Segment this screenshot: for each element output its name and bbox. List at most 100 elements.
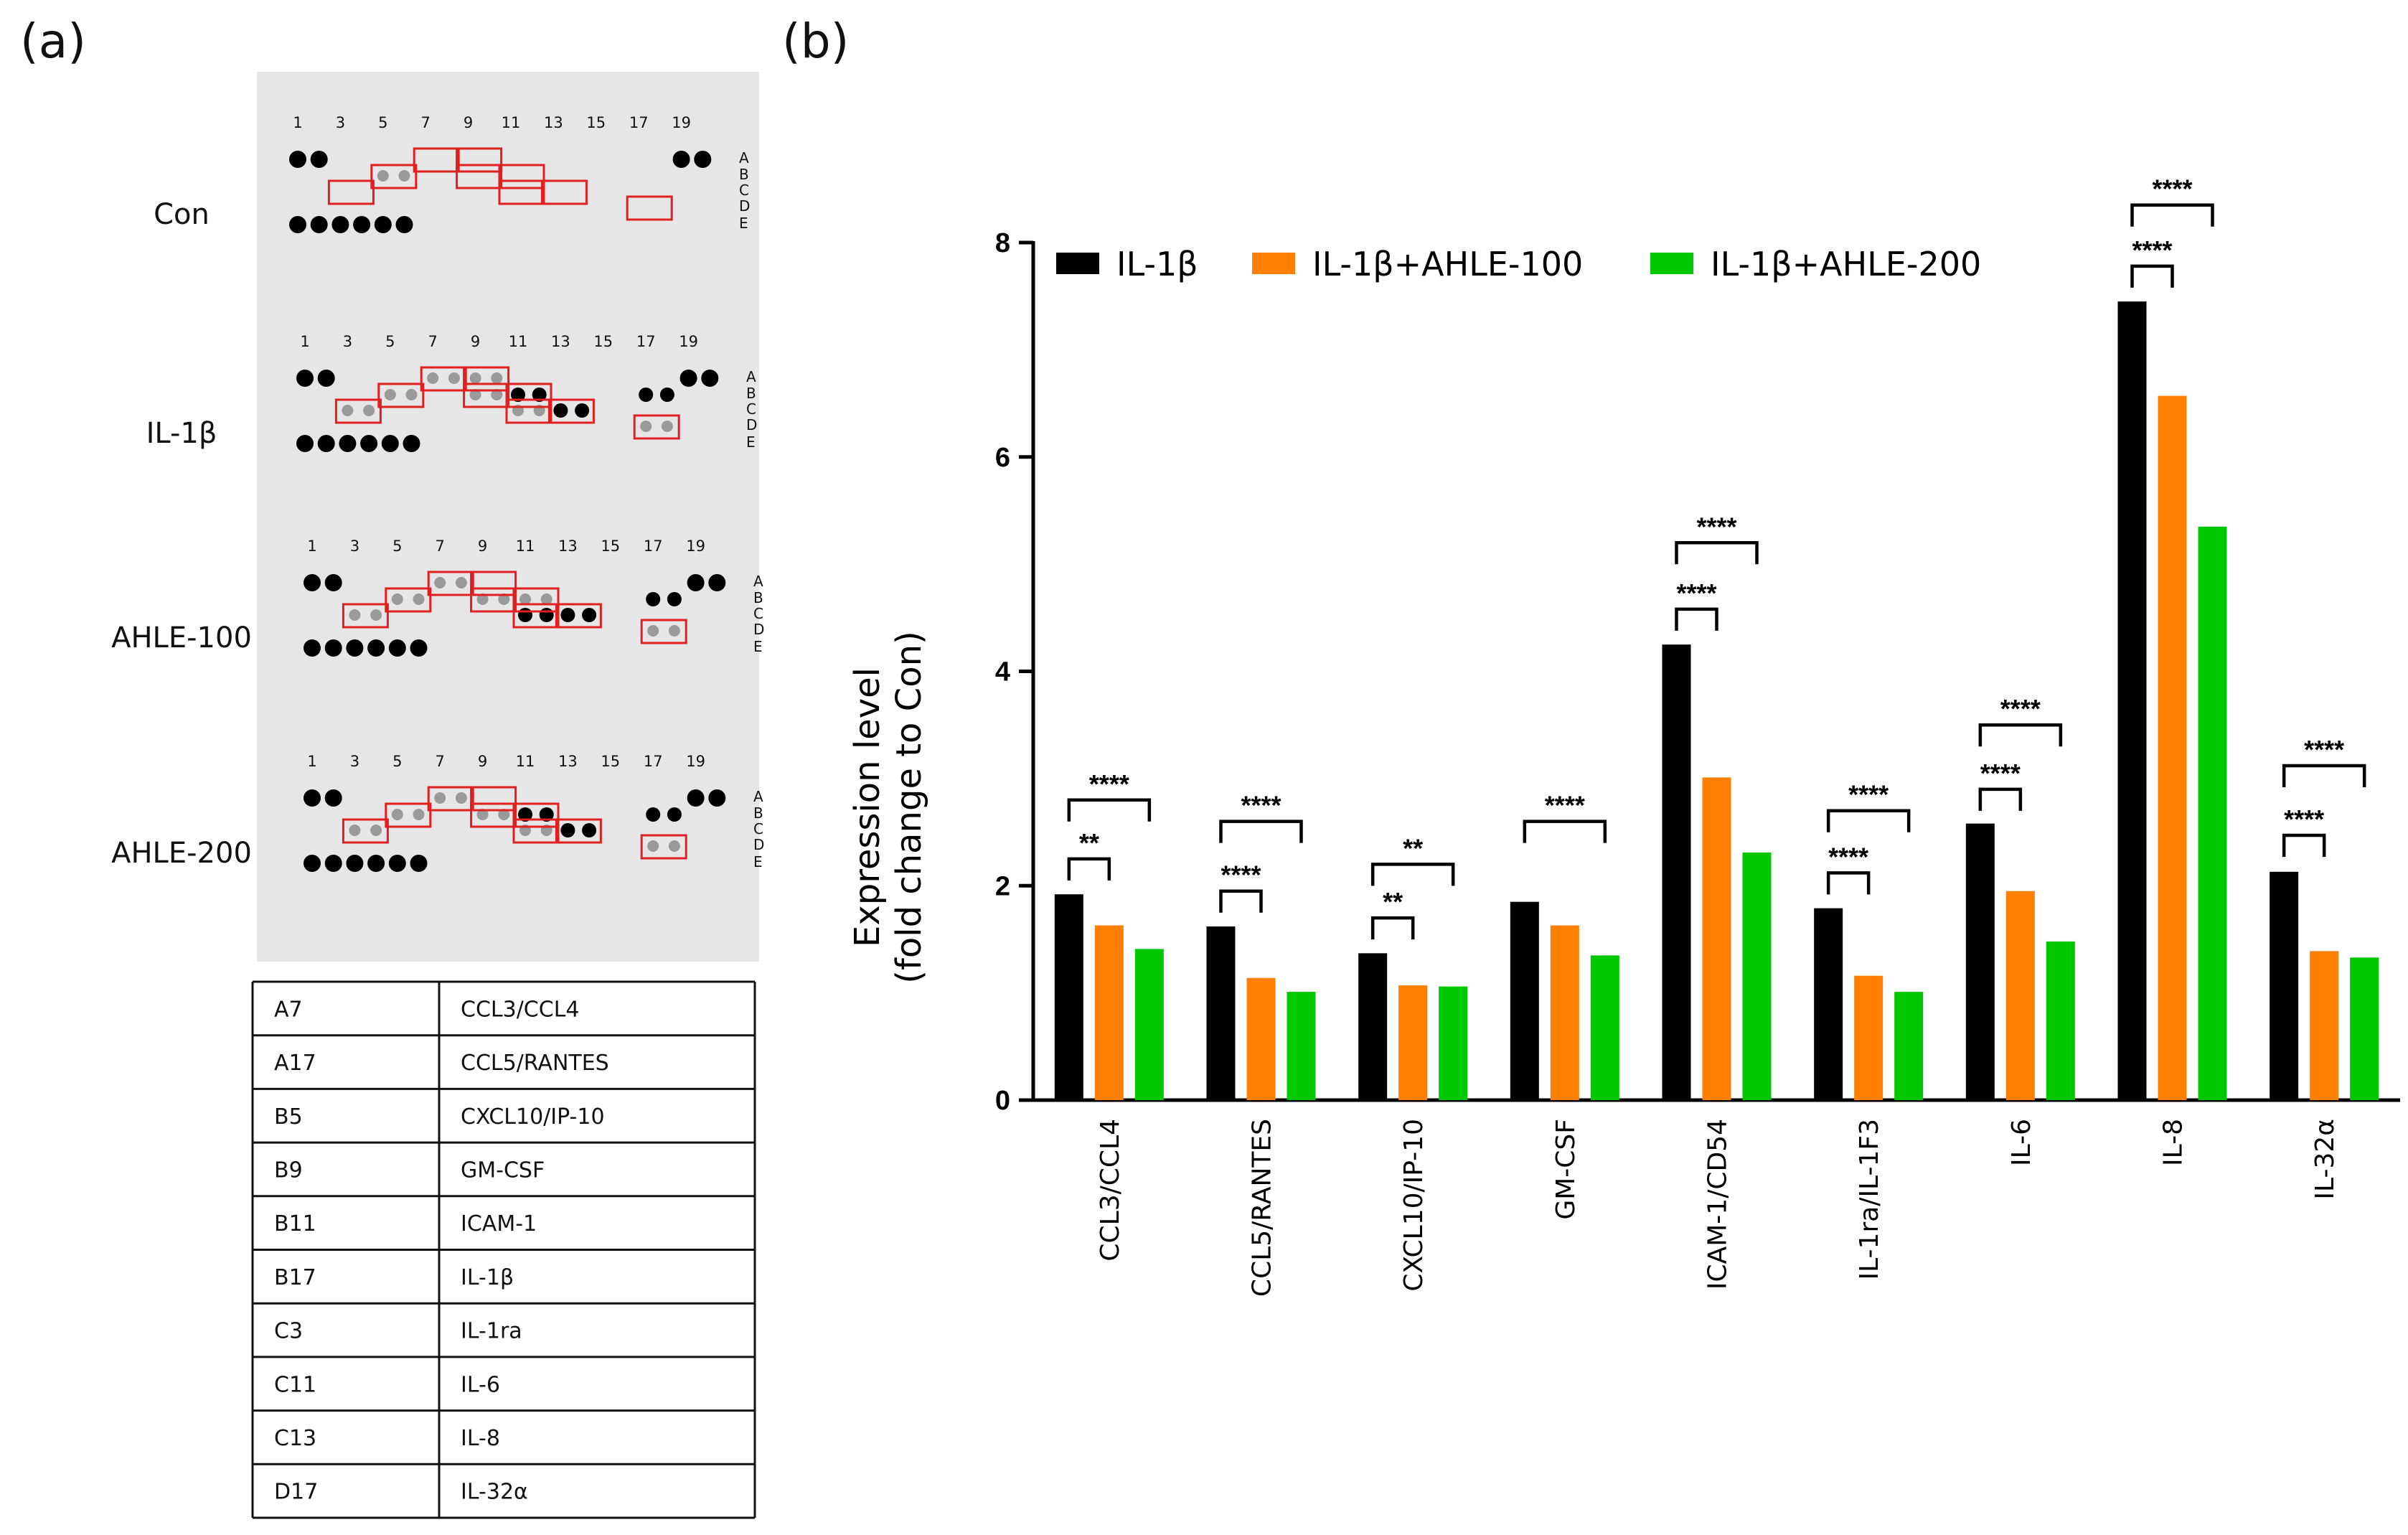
bar [2117,301,2147,1100]
highlight-box [463,382,510,408]
antibody-spot [553,403,568,418]
highlight-box [640,619,687,644]
antibody-spot [640,421,652,432]
highlight-box [540,179,588,205]
highlight-box [633,414,680,440]
row-letter: E [753,638,763,655]
highlight-box [342,603,389,629]
table-cell-position: C11 [274,1372,316,1397]
bar [2198,526,2227,1100]
highlight-box [555,818,602,844]
reference-spot [388,639,406,657]
table-cell-antibody: IL-32α [461,1480,528,1505]
highlight-box [470,571,517,596]
highlight-box [512,818,560,844]
significance-bracket [1219,820,1303,843]
antibody-spot [532,388,547,402]
highlight-box [456,164,503,189]
bar [1510,901,1539,1100]
column-number: 9 [471,333,480,350]
highlight-box [385,802,432,828]
bar [2310,951,2339,1100]
row-letter: A [753,573,763,590]
significance-bracket [1067,798,1152,822]
x-tick-label: ICAM-1/CD54 [1703,1119,1733,1290]
significance-label: **** [1221,860,1261,890]
reference-spot [296,370,314,387]
row-letter: C [753,605,763,622]
table-cell-antibody: CXCL10/IP-10 [461,1104,605,1130]
antibody-spot [582,823,597,837]
column-number: 1 [300,333,309,350]
antibody-table: A7 CCL3/CCL4 A17 CCL5/RANTES B5 CXCL10/IP-10 B… [251,980,756,1519]
column-number: 3 [350,753,359,770]
column-number: 1 [293,114,302,131]
x-tick-label: IL-1ra/IL-1F3 [1855,1119,1884,1280]
bar [1358,953,1388,1100]
reference-spot [708,574,726,591]
y-tick-label: 6 [995,443,1010,473]
significance-label: **** [1676,578,1716,608]
legend-swatch [1650,253,1693,274]
significance-bracket [1826,871,1871,895]
antibody-spot [575,403,590,418]
highlight-box [512,603,560,629]
table-cell-antibody: CCL3/CCL4 [461,997,580,1022]
column-number: 5 [378,114,387,131]
reference-spot [304,574,321,591]
reference-spot [317,370,335,387]
y-axis-title: Expression level (fold change to Con) [847,631,929,983]
bar [1590,955,1619,1100]
antibody-spot [646,807,661,822]
bar [1287,992,1316,1100]
reference-spot [701,370,719,387]
antibody-spot [434,792,446,804]
antibody-spot [455,792,467,804]
column-number: 7 [428,333,438,350]
reference-spot [324,855,342,872]
bars [1054,301,2379,1100]
column-number: 7 [436,753,445,770]
antibody-spot [661,421,673,432]
column-number: 1 [307,538,316,555]
column-number: 19 [686,753,705,770]
bar [1550,925,1579,1100]
significance-label: **** [1545,791,1585,820]
significance-label: **** [1696,512,1736,541]
table-cell-position: D17 [274,1480,318,1505]
column-number: 15 [601,538,620,555]
reference-spot [324,639,342,657]
antibody-spot [413,593,425,605]
table-cell-position: C3 [274,1319,303,1344]
significance-bracket [1370,916,1415,940]
antibody-spot [498,809,510,820]
column-number: 19 [686,538,705,555]
column-number: 15 [593,333,613,350]
significance-bracket [1675,541,1759,565]
row-letter: D [753,621,764,638]
significance-bracket [1523,820,1607,843]
highlight-box [470,802,517,828]
reference-spot [324,574,342,591]
table-cell-position: A7 [274,997,303,1022]
reference-spot [289,216,306,233]
legend: IL-1β IL-1β+AHLE-100 IL-1β+AHLE-200 [1056,245,1981,283]
reference-spot [403,435,420,452]
highlight-box [498,164,545,189]
significance-label: **** [1241,791,1281,820]
bar [1246,977,1276,1100]
column-number: 7 [436,538,445,555]
significance-label: ** [1403,833,1423,863]
reference-spot [346,639,364,657]
antibody-spot [560,823,575,837]
bar [2046,941,2075,1100]
y-axis-title-line2: (fold change to Con) [889,631,929,983]
y-tick-label: 8 [995,228,1010,258]
antibody-spot [639,388,654,402]
bar [1439,986,1468,1100]
row-letter: D [753,836,764,853]
column-number: 19 [679,333,698,350]
reference-spot [694,151,712,168]
bar [1206,926,1236,1100]
